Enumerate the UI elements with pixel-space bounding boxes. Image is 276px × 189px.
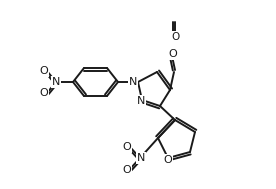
Text: N: N	[129, 77, 137, 87]
Text: N: N	[137, 96, 145, 106]
Text: O: O	[40, 88, 48, 98]
Text: N: N	[137, 153, 145, 163]
Text: O: O	[169, 49, 177, 59]
Text: O: O	[164, 155, 172, 165]
Text: O: O	[172, 32, 180, 42]
Text: O: O	[123, 142, 131, 152]
Text: N: N	[52, 77, 60, 87]
Text: O: O	[40, 66, 48, 76]
Text: O: O	[123, 165, 131, 175]
